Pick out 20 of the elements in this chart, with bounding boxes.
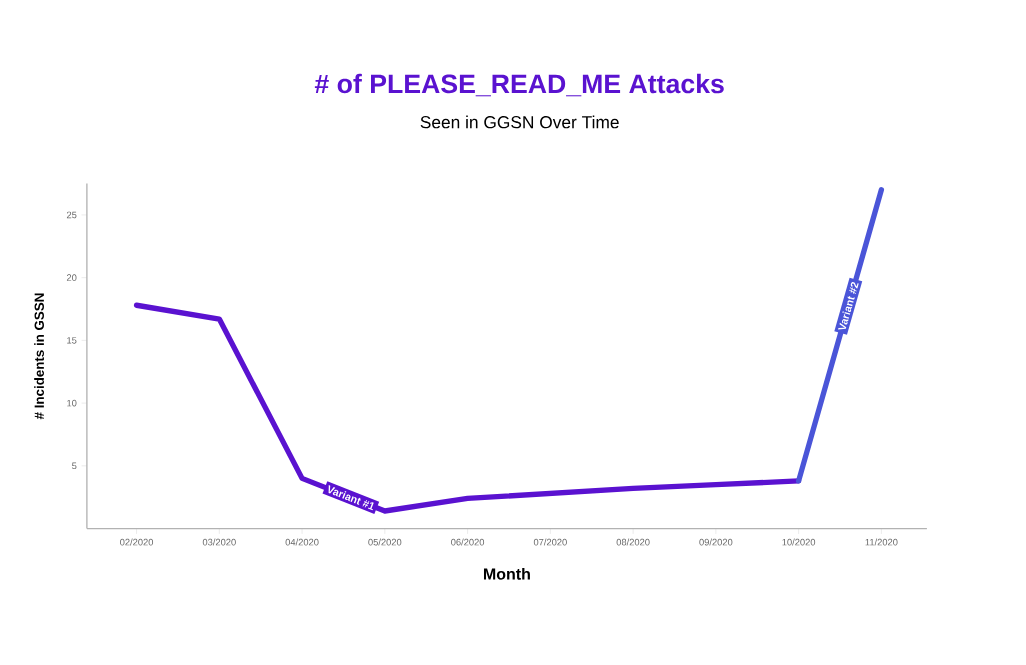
chart-title: # of PLEASE_READ_ME Attacks xyxy=(314,73,724,97)
y-tick-label: 5 xyxy=(72,462,77,470)
y-tick-label: 25 xyxy=(66,211,77,219)
x-tick-label: 11/2020 xyxy=(865,538,898,546)
text: Variant #2 xyxy=(838,282,859,330)
x-tick-label: 06/2020 xyxy=(451,538,485,546)
x-tick-label: 02/2020 xyxy=(120,538,154,546)
y-tick-label: 15 xyxy=(67,337,77,344)
x-tick-label: 08/2020 xyxy=(616,538,650,546)
y-tick-label: 20 xyxy=(66,274,77,281)
x-axis-title: Month xyxy=(483,567,530,580)
chart-subtitle: Seen in GGSN Over Time xyxy=(420,115,619,129)
x-tick-label: 07/2020 xyxy=(533,538,567,546)
x-tick-label: 10/2020 xyxy=(782,538,816,546)
x-tick-label: 05/2020 xyxy=(368,538,402,546)
y-axis-title: # Incidents in GSSN xyxy=(34,293,44,420)
x-tick-label: 09/2020 xyxy=(699,538,733,546)
x-tick-label: 03/2020 xyxy=(202,538,236,546)
y-tick-label: 10 xyxy=(67,399,77,407)
x-tick-label: 04/2020 xyxy=(285,538,319,546)
